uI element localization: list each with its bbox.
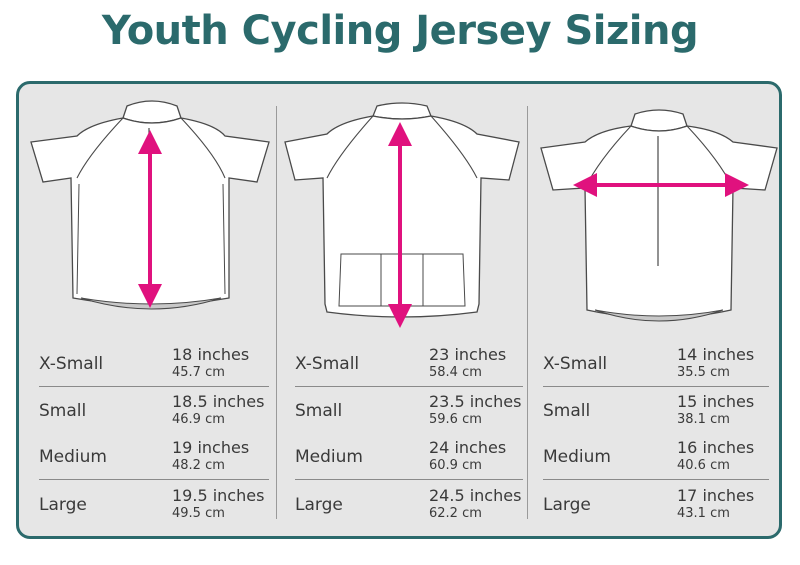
size-label: Small [543,401,591,421]
cm-value: 60.9 cm [429,458,482,473]
size-label: X-Small [39,354,104,374]
cm-value: 45.7 cm [172,365,225,380]
inches-value: 17 inches [677,486,755,505]
inches-value: 16 inches [677,438,755,457]
size-row: X-Small 18 inches 45.7 cm [39,340,269,387]
size-label: Large [543,495,591,515]
size-column-chest-width: X-Small 14 inches 35.5 cm Small 15 inche… [543,340,769,523]
size-row: Small 18.5 inches 46.9 cm [39,387,269,433]
size-row: X-Small 23 inches 58.4 cm [295,340,523,387]
cm-value: 58.4 cm [429,365,482,380]
size-label: Large [295,495,343,515]
cm-value: 43.1 cm [677,506,730,521]
size-label: Small [295,401,343,421]
inches-value: 24 inches [429,438,507,457]
size-row: Large 19.5 inches 49.5 cm [39,481,269,527]
size-label: X-Small [543,354,608,374]
size-label: Medium [543,447,611,467]
inches-value: 18.5 inches [172,392,265,411]
cm-value: 49.5 cm [172,506,225,521]
page-title: Youth Cycling Jersey Sizing [101,8,699,54]
size-label: X-Small [295,354,360,374]
column-divider-1 [276,106,277,519]
size-label: Small [39,401,87,421]
cm-value: 38.1 cm [677,412,730,427]
size-row: Small 23.5 inches 59.6 cm [295,387,523,433]
cm-value: 48.2 cm [172,458,225,473]
size-row: Large 17 inches 43.1 cm [543,481,769,527]
cm-value: 62.2 cm [429,506,482,521]
size-row: Medium 24 inches 60.9 cm [295,433,523,480]
sizing-panel: X-Small 18 inches 45.7 cm Small 18.5 inc… [16,81,782,539]
inches-value: 24.5 inches [429,486,522,505]
size-row: Large 24.5 inches 62.2 cm [295,481,523,527]
jersey-chest-icon [540,109,778,322]
size-label: Medium [39,447,107,467]
cm-value: 46.9 cm [172,412,225,427]
size-label: Large [39,495,87,515]
size-row: Small 15 inches 38.1 cm [543,387,769,433]
cm-value: 59.6 cm [429,412,482,427]
size-column-back-length: X-Small 23 inches 58.4 cm Small 23.5 inc… [295,340,523,523]
jersey-illustrations [30,100,778,328]
cm-value: 35.5 cm [677,365,730,380]
inches-value: 14 inches [677,345,755,364]
size-label: Medium [295,447,363,467]
size-row: Medium 16 inches 40.6 cm [543,433,769,480]
inches-value: 23.5 inches [429,392,522,411]
inches-value: 19.5 inches [172,486,265,505]
size-column-front-length: X-Small 18 inches 45.7 cm Small 18.5 inc… [39,340,269,523]
inches-value: 18 inches [172,345,250,364]
inches-value: 15 inches [677,392,755,411]
column-divider-2 [527,106,528,519]
inches-value: 23 inches [429,345,507,364]
inches-value: 19 inches [172,438,250,457]
size-row: Medium 19 inches 48.2 cm [39,433,269,480]
cm-value: 40.6 cm [677,458,730,473]
size-row: X-Small 14 inches 35.5 cm [543,340,769,387]
